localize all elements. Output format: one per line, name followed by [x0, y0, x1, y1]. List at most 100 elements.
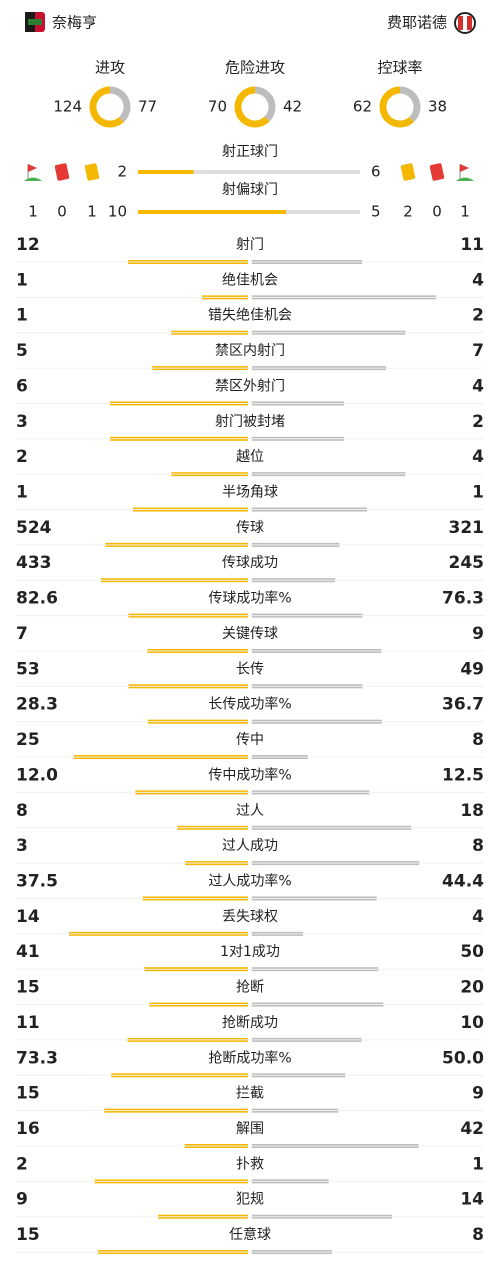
event-icons	[24, 163, 474, 181]
home-value: 14	[16, 907, 40, 927]
red-card-icon	[429, 163, 445, 181]
stat-label: 半场角球	[222, 485, 278, 501]
away-value: 4	[472, 447, 484, 467]
stat-label: 越位	[236, 449, 264, 465]
away-value: 4	[472, 376, 484, 396]
home-value: 53	[16, 659, 40, 679]
home-value: 7	[16, 624, 28, 644]
home-value: 12	[16, 235, 40, 255]
away-value: 12.5	[442, 765, 484, 785]
red-card-icon	[54, 163, 70, 181]
stat-label: 过人成功	[222, 838, 278, 854]
away-value: 245	[449, 553, 485, 573]
home-value: 12.0	[16, 765, 58, 785]
stat-label: 传球成功率%	[208, 590, 291, 607]
away-value: 14	[460, 1190, 484, 1210]
home-value: 524	[16, 518, 52, 538]
home-card-count: 1	[87, 203, 97, 221]
away-card-count: 2	[403, 203, 413, 221]
away-value: 50	[460, 942, 484, 962]
home-value: 15	[16, 1225, 40, 1245]
away-value: 8	[472, 1225, 484, 1245]
away-value: 38	[428, 98, 447, 116]
donut-home	[234, 86, 270, 128]
donut-home	[379, 86, 415, 128]
home-value: 5	[16, 341, 28, 361]
home-card-count: 1	[28, 203, 38, 221]
away-value: 9	[472, 1084, 484, 1104]
home-value: 28.3	[16, 695, 58, 715]
home-card-count: 0	[57, 203, 67, 221]
home-value: 1	[16, 270, 28, 290]
corner-icon	[456, 164, 474, 181]
away-value: 36.7	[442, 695, 484, 715]
home-team: 奈梅亨	[52, 14, 97, 32]
stat-label: 任意球	[229, 1226, 271, 1243]
stat-label: 过人	[236, 803, 264, 819]
home-value: 41	[16, 942, 40, 962]
shot-label: 射正球门	[222, 144, 278, 160]
away-value: 7	[472, 341, 484, 361]
away-value: 18	[460, 801, 484, 821]
away-value: 9	[472, 624, 484, 644]
home-value: 1	[16, 306, 28, 326]
home-value: 6	[16, 376, 28, 396]
donut-away	[399, 86, 421, 122]
away-team: 费耶诺德	[387, 14, 447, 32]
stat-label: 绝佳机会	[222, 272, 278, 288]
away-value: 77	[138, 98, 157, 116]
summary-label: 进攻	[95, 59, 125, 77]
stat-label: 传球成功	[222, 555, 278, 571]
home-value: 3	[16, 836, 28, 856]
away-value: 42	[283, 98, 302, 116]
stat-label: 传中	[236, 732, 264, 748]
home-value: 433	[16, 553, 52, 573]
home-value: 62	[353, 98, 372, 116]
away-logo	[454, 12, 476, 34]
donut-home	[89, 86, 124, 128]
stat-label: 长传	[236, 661, 264, 677]
away-value: 76.3	[442, 589, 484, 609]
home-value: 16	[16, 1119, 40, 1139]
home-value: 2	[16, 1154, 28, 1174]
away-value: 4	[472, 270, 484, 290]
home-value: 82.6	[16, 589, 58, 609]
stat-label: 错失绝佳机会	[208, 308, 292, 324]
away-value: 20	[460, 978, 484, 998]
home-value: 124	[53, 98, 82, 116]
stat-label: 犯规	[236, 1192, 264, 1208]
away-value: 10	[460, 1013, 484, 1033]
away-value: 1	[472, 483, 484, 503]
home-value: 2	[117, 163, 127, 181]
away-value: 50.0	[442, 1048, 484, 1068]
donut-away	[109, 86, 131, 123]
away-value: 2	[472, 306, 484, 326]
stat-label: 过人成功率%	[208, 872, 291, 889]
donut-away	[254, 86, 276, 122]
bar-away	[286, 210, 360, 214]
summary-label: 控球率	[377, 59, 422, 77]
away-value: 1	[472, 1154, 484, 1174]
away-value: 6	[371, 163, 381, 181]
bar-home	[138, 210, 286, 214]
away-value: 42	[460, 1119, 484, 1139]
stat-label: 抢断成功	[222, 1014, 278, 1031]
bar-home	[138, 170, 194, 174]
stat-label: 丢失球权	[222, 909, 278, 925]
away-card-count: 1	[460, 203, 470, 221]
stat-label: 长传成功率%	[208, 696, 291, 713]
away-value: 5	[371, 203, 381, 221]
home-value: 15	[16, 978, 40, 998]
stat-label: 扑救	[236, 1156, 264, 1172]
home-value: 9	[16, 1190, 28, 1210]
home-value: 11	[16, 1013, 40, 1033]
stat-label: 拦截	[236, 1086, 264, 1102]
stat-label: 射门被封堵	[215, 414, 285, 430]
home-value: 70	[208, 98, 227, 116]
stat-label: 抢断	[236, 979, 264, 996]
home-value: 3	[16, 412, 28, 432]
away-value: 11	[460, 235, 484, 255]
stat-label: 解围	[236, 1121, 264, 1137]
